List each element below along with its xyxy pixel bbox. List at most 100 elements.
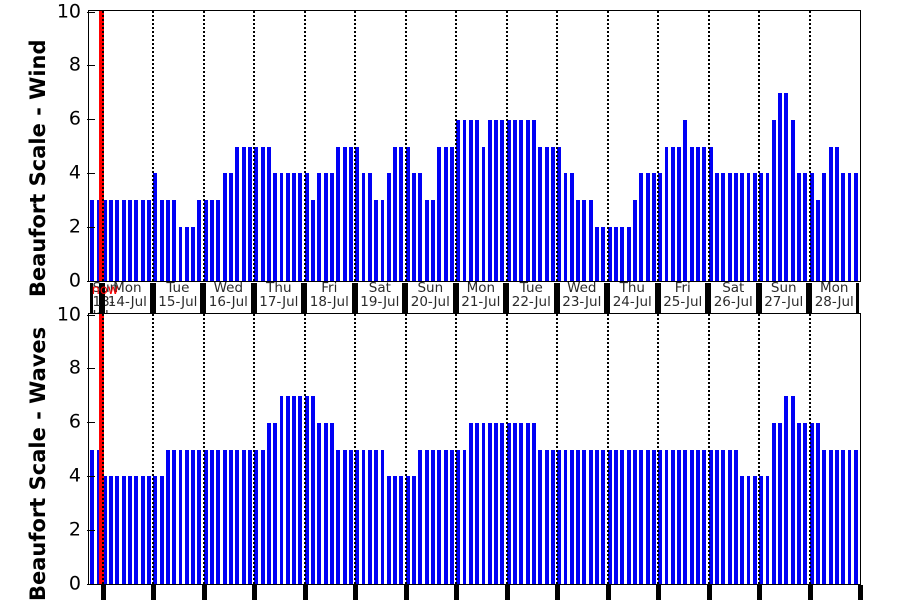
bar — [601, 227, 606, 281]
bar — [197, 200, 202, 281]
bar — [778, 422, 783, 584]
bar — [809, 173, 814, 281]
x-axis-tick — [252, 585, 258, 600]
x-axis-day-cell[interactable]: Sat 19-Jul — [354, 281, 406, 313]
bar — [229, 449, 233, 584]
bar — [715, 173, 719, 281]
x-axis-day-cell[interactable]: Wed 16-Jul — [203, 281, 254, 313]
bar — [153, 173, 158, 281]
bar — [115, 200, 120, 281]
bar — [816, 200, 820, 281]
x-axis-day-cell[interactable]: Wed 23-Jul — [556, 280, 608, 313]
day-separator — [253, 11, 256, 281]
bar — [677, 449, 682, 584]
bar — [614, 227, 618, 281]
day-of-week-label: Mon — [466, 280, 496, 296]
day-date-label: 26-Jul — [713, 294, 753, 310]
y-axis-tick — [87, 583, 95, 585]
bar — [746, 476, 751, 584]
bar — [191, 227, 196, 281]
bar — [298, 173, 303, 281]
bar — [632, 200, 637, 281]
bar — [203, 200, 208, 281]
bar — [538, 146, 543, 281]
bar — [405, 476, 410, 584]
bar — [134, 476, 139, 584]
bar — [702, 146, 707, 281]
now-marker-label: now — [91, 283, 119, 298]
bar — [853, 173, 858, 281]
bar — [784, 92, 789, 281]
bar — [588, 449, 593, 584]
day-of-week-label: Tue — [519, 280, 543, 296]
bar — [696, 146, 700, 281]
bar — [677, 146, 682, 281]
x-axis-day-labels: Sun13-JulMon14-JulTue15-JulWed16-JulThu1… — [88, 280, 861, 323]
x-axis-day-cell[interactable]: Mon 28-Jul — [809, 281, 860, 313]
bar — [178, 227, 183, 281]
day-date-label: 28-Jul — [814, 294, 854, 310]
x-axis-day-cell[interactable]: Tue 22-Jul — [506, 280, 557, 313]
bar — [165, 200, 170, 281]
bar — [260, 449, 265, 584]
bar — [834, 449, 839, 584]
x-axis-day-cell[interactable]: Sat 26-Jul — [708, 281, 759, 313]
x-axis-day-cell[interactable]: Mon 14-Jul — [102, 281, 153, 313]
y-axis-tick — [87, 11, 95, 13]
bar — [342, 146, 347, 281]
day-separator — [404, 11, 407, 281]
bar — [424, 200, 429, 281]
y-axis-tick — [87, 422, 95, 424]
bar — [210, 449, 215, 584]
bar — [601, 449, 606, 584]
bar — [468, 422, 473, 584]
bar — [532, 422, 536, 584]
day-separator — [606, 314, 609, 584]
bar — [96, 449, 101, 584]
bar — [500, 422, 505, 584]
day-date-label: 22-Jul — [511, 294, 551, 310]
x-axis-day-cell[interactable]: Thu 17-Jul — [253, 281, 305, 313]
bar — [128, 200, 132, 281]
x-axis-day-cell[interactable]: Fri 18-Jul — [304, 281, 355, 313]
day-date-label: 16-Jul — [208, 294, 248, 310]
bar — [361, 173, 366, 281]
x-axis-tick — [807, 585, 813, 600]
day-of-week-label: Wed — [567, 280, 597, 296]
x-axis-tick — [504, 585, 510, 600]
bar — [147, 476, 151, 584]
x-axis-day-cell[interactable]: Mon 21-Jul — [455, 280, 507, 313]
bar — [715, 449, 719, 584]
bar — [418, 449, 423, 584]
bar — [285, 173, 290, 281]
y-axis-tick — [87, 65, 95, 67]
bar — [651, 173, 656, 281]
y-axis-tick-label: 8 — [68, 356, 81, 379]
bar — [771, 119, 776, 281]
x-axis-tick — [858, 585, 863, 600]
bar — [456, 449, 461, 584]
bar — [651, 449, 656, 584]
bar — [733, 173, 738, 281]
x-axis-day-cell[interactable]: Fri 25-Jul — [657, 281, 709, 313]
bar — [405, 146, 410, 281]
bar — [273, 422, 278, 584]
bar — [134, 200, 139, 281]
x-axis-day-cell[interactable]: Sun 20-Jul — [405, 281, 456, 313]
y-axis-tick-label: 6 — [68, 107, 81, 130]
bar — [639, 449, 644, 584]
bar — [443, 146, 448, 281]
day-date-label: 27-Jul — [764, 294, 804, 310]
x-axis-day-cell[interactable]: Sun 27-Jul — [758, 281, 809, 313]
x-axis-tick — [100, 585, 106, 600]
bar — [172, 200, 177, 281]
x-axis-day-cell[interactable]: Thu 24-Jul — [607, 281, 658, 313]
bar — [304, 395, 309, 584]
bar — [336, 449, 341, 584]
day-date-label: 24-Jul — [612, 294, 652, 310]
bar — [418, 173, 423, 281]
day-separator — [455, 314, 458, 584]
bar — [828, 449, 833, 584]
bar — [247, 146, 252, 281]
x-axis-day-cell[interactable]: Tue 15-Jul — [152, 281, 204, 313]
